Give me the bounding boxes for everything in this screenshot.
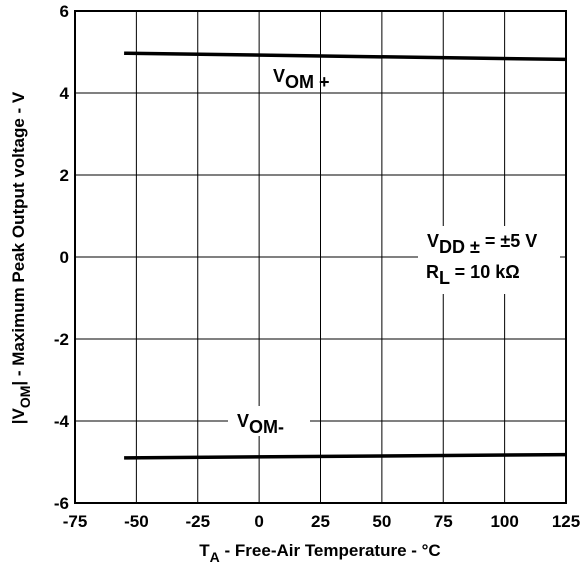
- vom-minus-label: VOM-: [237, 411, 284, 437]
- x-tick-label: -50: [124, 512, 149, 531]
- vom-plus-label: VOM +: [273, 66, 330, 92]
- x-tick-label: -75: [63, 512, 88, 531]
- rl-condition-label: RL = 10 kΩ: [426, 262, 520, 288]
- x-tick-label: 0: [254, 512, 263, 531]
- y-axis-title: |VOM| - Maximum Peak Output voltage - V: [9, 91, 33, 424]
- x-tick-label: -25: [185, 512, 210, 531]
- x-axis-title: TA - Free-Air Temperature - °C: [199, 541, 440, 565]
- vom-minus-label-background: [228, 406, 310, 436]
- conditions-background: [418, 226, 560, 294]
- y-tick-label: 6: [60, 2, 69, 21]
- y-tick-labels: -6 -4 -2 0 2 4 6: [54, 2, 70, 513]
- y-tick-label: 4: [60, 84, 70, 103]
- x-tick-label: 125: [552, 512, 580, 531]
- y-tick-label: 2: [60, 166, 69, 185]
- series-vom-plus-line: [124, 51, 567, 62]
- plot-frame: [74, 10, 567, 504]
- vdd-condition-label: VDD ± = ±5 V: [427, 231, 537, 257]
- x-tick-label: 75: [434, 512, 453, 531]
- y-tick-label: 0: [60, 248, 69, 267]
- y-tick-label: -2: [54, 330, 69, 349]
- x-tick-label: 25: [311, 512, 330, 531]
- y-tick-label: -4: [54, 412, 70, 431]
- x-tick-labels: -75 -50 -25 0 25 50 75 100 125: [63, 512, 580, 531]
- x-tick-label: 50: [372, 512, 391, 531]
- x-tick-label: 100: [490, 512, 518, 531]
- y-tick-label: -6: [54, 494, 69, 513]
- series-vom-minus-line: [124, 452, 567, 460]
- series-layer: [124, 51, 567, 460]
